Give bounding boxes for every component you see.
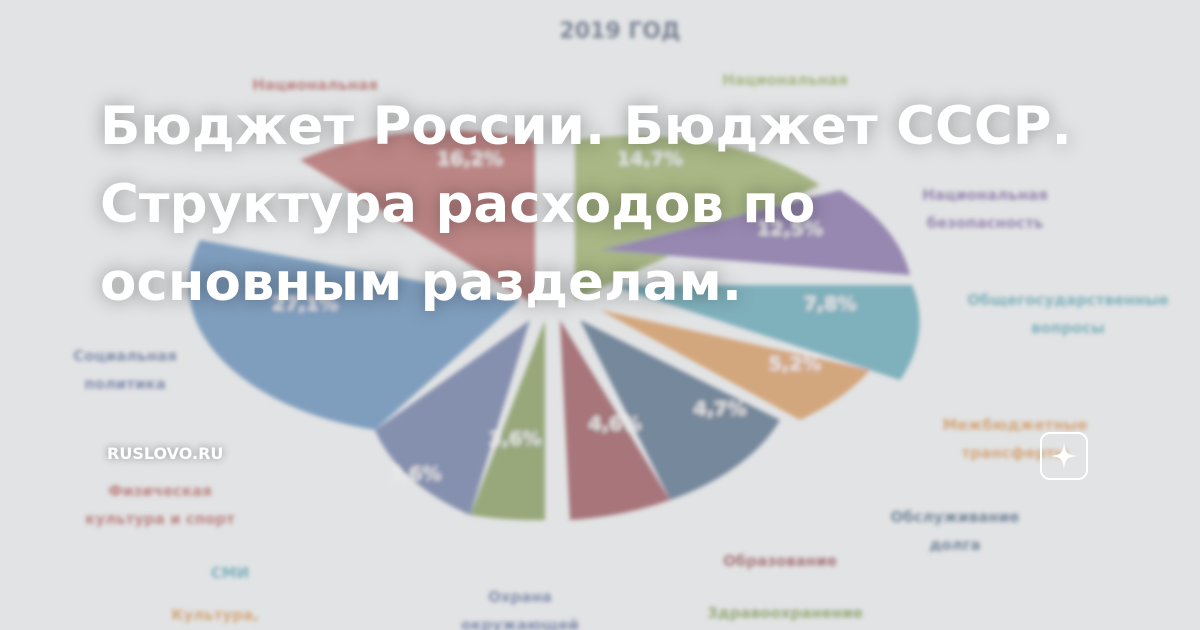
category-label: Физическая [108, 482, 212, 500]
star [1050, 442, 1078, 470]
category-label: СМИ [211, 564, 250, 582]
category-label: культура и спорт [85, 510, 235, 528]
headline-line: основным разделам. [100, 252, 743, 313]
category-label: долга [929, 536, 980, 554]
percent-label: 14,7% [617, 148, 683, 170]
percent-label: 5,2% [769, 353, 822, 375]
chart-year: 2019 ГОД [559, 19, 680, 44]
slice [600, 190, 910, 275]
source: RUSLOVO.RU [107, 444, 224, 463]
category-label: окружающей [461, 616, 579, 630]
percent-label: 3,6% [489, 428, 542, 450]
percent-label: 27,1% [272, 293, 338, 315]
slice [600, 310, 870, 420]
slice [188, 240, 520, 430]
slice [470, 320, 545, 521]
slice [300, 130, 535, 305]
category-label: Национальная [722, 71, 848, 89]
category-label: Национальная [922, 186, 1048, 204]
percent-label: 3,6% [389, 463, 442, 485]
percent-label: 4,6% [589, 413, 642, 435]
category-label: безопасность [927, 214, 1044, 232]
slice [560, 320, 670, 520]
category-label: Общегосударственные [967, 291, 1168, 309]
blurred-pie: 2019 ГОД 16,2% 14,7% 12,5% 7,8% 5,2% 4,7% 4,6%… [73, 19, 1169, 630]
category-label: вопросы [1031, 319, 1105, 337]
percent-label: 16,2% [437, 148, 503, 170]
star-icon [1050, 442, 1078, 470]
percent-label: 4,7% [694, 398, 747, 420]
category-label: Охрана [488, 588, 552, 606]
percent-label: 7,8% [804, 293, 857, 315]
category-label: Национальная [252, 76, 378, 94]
slice [575, 135, 820, 300]
slice [580, 320, 780, 500]
slice [375, 320, 530, 515]
category-label: Здравоохранение [707, 604, 863, 622]
headline-line: Структура расходов по [100, 174, 816, 235]
category-label: Обслуживание [891, 508, 1020, 526]
category-label: политика [84, 375, 166, 393]
category-label: Межбюджетные [942, 416, 1087, 434]
category-label: Социальная [73, 347, 177, 365]
headline-line: Бюджет России. Бюджет СССР. [100, 96, 1072, 157]
headline: Бюджет России. Бюджет СССР. Структура рас… [100, 88, 1072, 322]
percent-label: 12,5% [757, 218, 823, 240]
icon[interactable] [1040, 432, 1088, 480]
category-label: Культура, [171, 606, 259, 624]
slice [610, 285, 920, 380]
category-label: Образование [723, 552, 837, 570]
